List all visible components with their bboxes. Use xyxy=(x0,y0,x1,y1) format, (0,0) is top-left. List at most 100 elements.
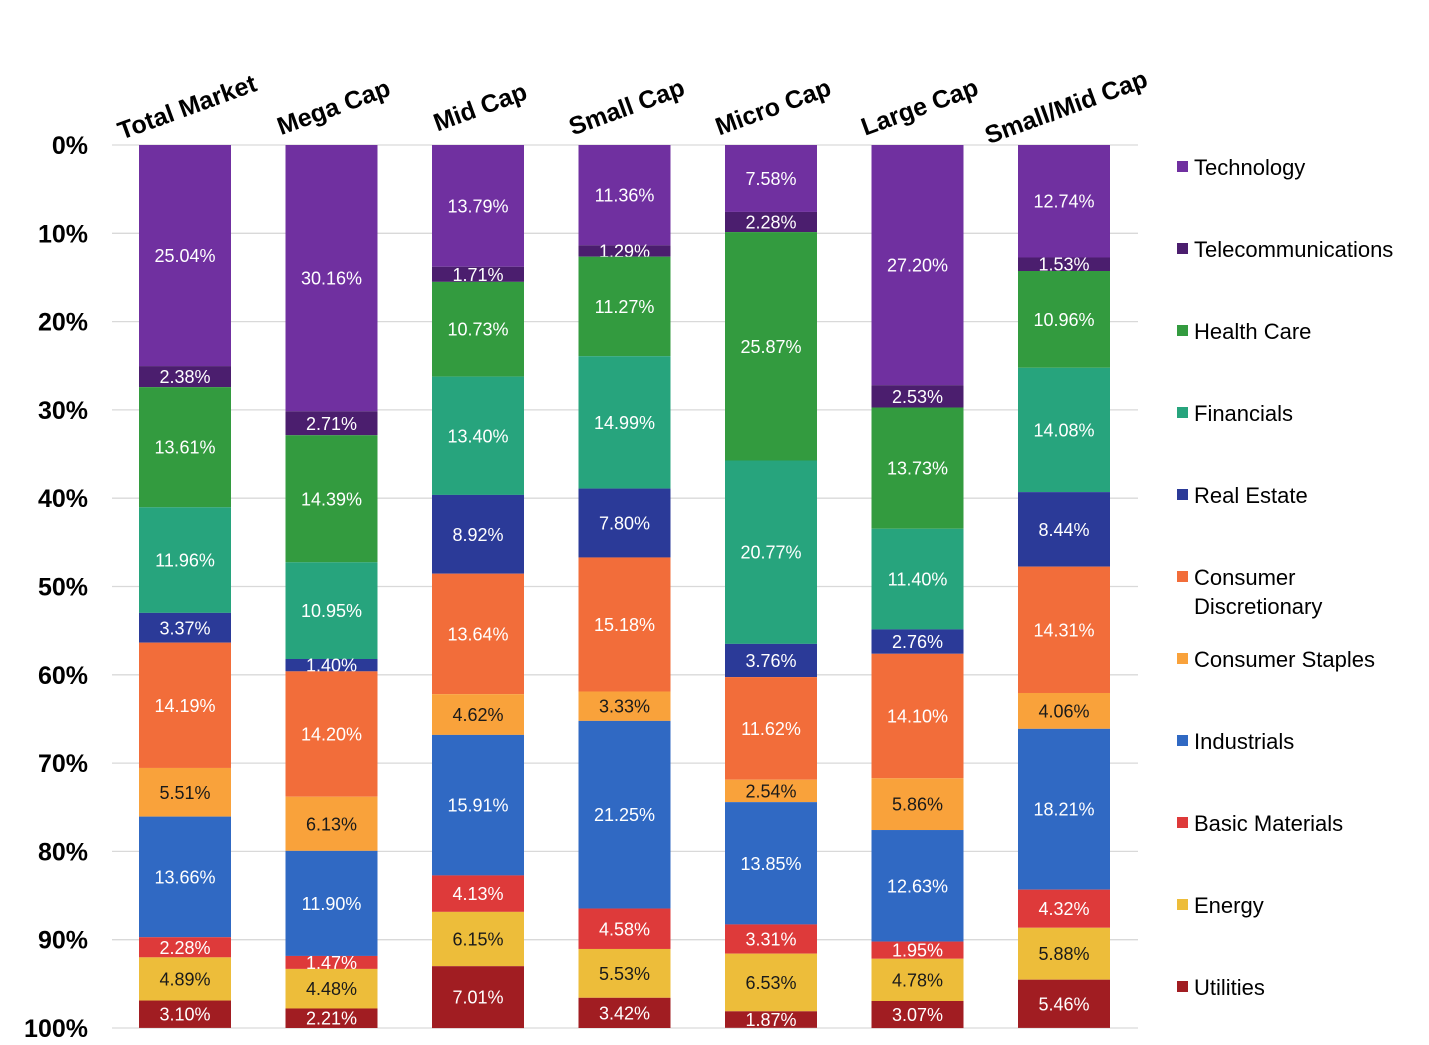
bar-stack-mega-cap: 30.16% 2.71% 14.39% 10.95% 1.40% 14.20% 6.13% 1… xyxy=(285,145,378,1029)
bar-segment-industrials xyxy=(432,734,524,876)
data-label: 5.53% xyxy=(599,964,650,984)
bar-segment-utilities xyxy=(285,1008,378,1028)
bar-segment-financials xyxy=(871,528,964,630)
category-label: Mega Cap xyxy=(273,74,394,141)
bar-segment-utilities xyxy=(432,966,524,1029)
legend-swatch xyxy=(1177,407,1188,418)
data-label: 14.10% xyxy=(887,707,948,727)
bar-segment-telecommunications xyxy=(285,411,378,436)
bar-segment-health-care xyxy=(725,232,817,461)
bar-segment-basic-materials xyxy=(1018,889,1110,928)
bar-segment-energy xyxy=(285,968,378,1009)
data-label: 5.88% xyxy=(1038,944,1089,964)
data-label: 1.95% xyxy=(892,941,943,961)
bar-segment-financials xyxy=(139,507,231,613)
bar-segment-utilities xyxy=(139,1000,231,1028)
data-label: 18.21% xyxy=(1033,800,1094,820)
legend-item-technology: Technology xyxy=(1177,155,1305,180)
data-label: 4.58% xyxy=(599,919,650,939)
data-label: 30.16% xyxy=(301,269,362,289)
bar-segment-consumer-discretionary xyxy=(725,677,817,780)
data-label: 8.92% xyxy=(452,525,503,545)
bar-segment-real-estate xyxy=(1018,492,1110,567)
legend-item-telecommunications: Telecommunications xyxy=(1177,237,1393,262)
legend-item-utilities: Utilities xyxy=(1177,975,1265,1000)
y-axis-ticks: 0% 10% 20% 30% 40% 50% 60% 70% 80% 90% 100% xyxy=(24,132,88,1043)
bar-segment-energy xyxy=(725,953,817,1012)
legend-label: Basic Materials xyxy=(1194,811,1343,836)
data-label: 3.42% xyxy=(599,1003,650,1023)
data-label: 2.54% xyxy=(745,781,796,801)
stacked-bars: 25.04% 2.38% 13.61% 11.96% 3.37% 14.19% 5.51% 1… xyxy=(139,145,1110,1030)
bar-segment-basic-materials xyxy=(725,924,817,954)
bar-segment-real-estate xyxy=(725,643,817,678)
data-label: 14.08% xyxy=(1033,420,1094,440)
bar-segment-technology xyxy=(725,145,817,212)
y-tick-label: 20% xyxy=(38,309,88,337)
data-label: 3.76% xyxy=(745,651,796,671)
bar-segment-real-estate xyxy=(285,658,378,672)
data-label: 1.53% xyxy=(1038,255,1089,275)
data-label: 25.04% xyxy=(154,246,215,266)
data-label: 10.73% xyxy=(447,320,508,340)
bar-segment-telecommunications xyxy=(432,266,524,282)
bar-segment-basic-materials xyxy=(578,908,671,949)
legend-item-consumer-staples: Consumer Staples xyxy=(1177,647,1375,672)
data-label: 15.91% xyxy=(447,796,508,816)
bar-segment-financials xyxy=(725,460,817,644)
data-label: 1.29% xyxy=(599,242,650,262)
data-label: 14.99% xyxy=(594,413,655,433)
data-label: 21.25% xyxy=(594,805,655,825)
data-label: 1.47% xyxy=(306,953,357,973)
bar-segment-real-estate xyxy=(871,629,964,654)
legend-label: Telecommunications xyxy=(1194,237,1393,262)
data-label: 7.58% xyxy=(745,169,796,189)
bar-segment-basic-materials xyxy=(432,875,524,912)
legend-swatch xyxy=(1177,325,1188,336)
legend-swatch xyxy=(1177,489,1188,500)
bar-segment-financials xyxy=(432,376,524,495)
legend-item-consumer-discretionary: Consumer Discretionary xyxy=(1177,565,1322,619)
bar-segment-industrials xyxy=(871,830,964,942)
bar-segment-health-care xyxy=(1018,271,1110,368)
legend-label: Consumer Staples xyxy=(1194,647,1375,672)
data-label: 4.78% xyxy=(892,970,943,990)
data-label: 5.86% xyxy=(892,795,943,815)
data-label: 6.53% xyxy=(745,973,796,993)
bar-segment-basic-materials xyxy=(139,937,231,958)
legend-swatch xyxy=(1177,243,1188,254)
data-label: 2.71% xyxy=(306,414,357,434)
category-label: Large Cap xyxy=(858,73,982,141)
bar-segment-financials xyxy=(1018,367,1110,493)
data-label: 7.01% xyxy=(452,988,503,1008)
bar-segment-health-care xyxy=(139,387,231,508)
bar-segment-basic-materials xyxy=(285,955,378,969)
y-tick-label: 50% xyxy=(38,574,88,602)
bar-segment-basic-materials xyxy=(871,941,964,959)
y-tick-label: 90% xyxy=(38,927,88,955)
data-label: 13.66% xyxy=(154,867,215,887)
bar-segment-health-care xyxy=(871,407,964,529)
data-label: 27.20% xyxy=(887,256,948,276)
bar-segment-consumer-discretionary xyxy=(139,642,231,768)
legend-swatch xyxy=(1177,817,1188,828)
bar-segment-telecommunications xyxy=(725,211,817,233)
bar-segment-energy xyxy=(432,911,524,967)
data-label: 6.15% xyxy=(452,930,503,950)
data-label: 2.28% xyxy=(159,938,210,958)
data-label: 11.90% xyxy=(302,894,362,914)
bar-segment-telecommunications xyxy=(871,385,964,408)
bar-segment-consumer-discretionary xyxy=(578,557,671,692)
bar-stack-total-market: 25.04% 2.38% 13.61% 11.96% 3.37% 14.19% 5.51% 1… xyxy=(139,145,231,1028)
bar-segment-technology xyxy=(139,145,231,367)
data-label: 10.95% xyxy=(301,601,362,621)
data-label: 25.87% xyxy=(740,337,801,357)
bar-segment-consumer-staples xyxy=(578,691,671,721)
data-label: 15.18% xyxy=(594,615,655,635)
bar-segment-consumer-staples xyxy=(432,694,524,735)
bar-segment-telecommunications xyxy=(1018,257,1110,272)
bar-segment-utilities xyxy=(725,1011,817,1028)
data-label: 4.48% xyxy=(306,979,357,999)
data-label: 11.40% xyxy=(888,570,948,590)
